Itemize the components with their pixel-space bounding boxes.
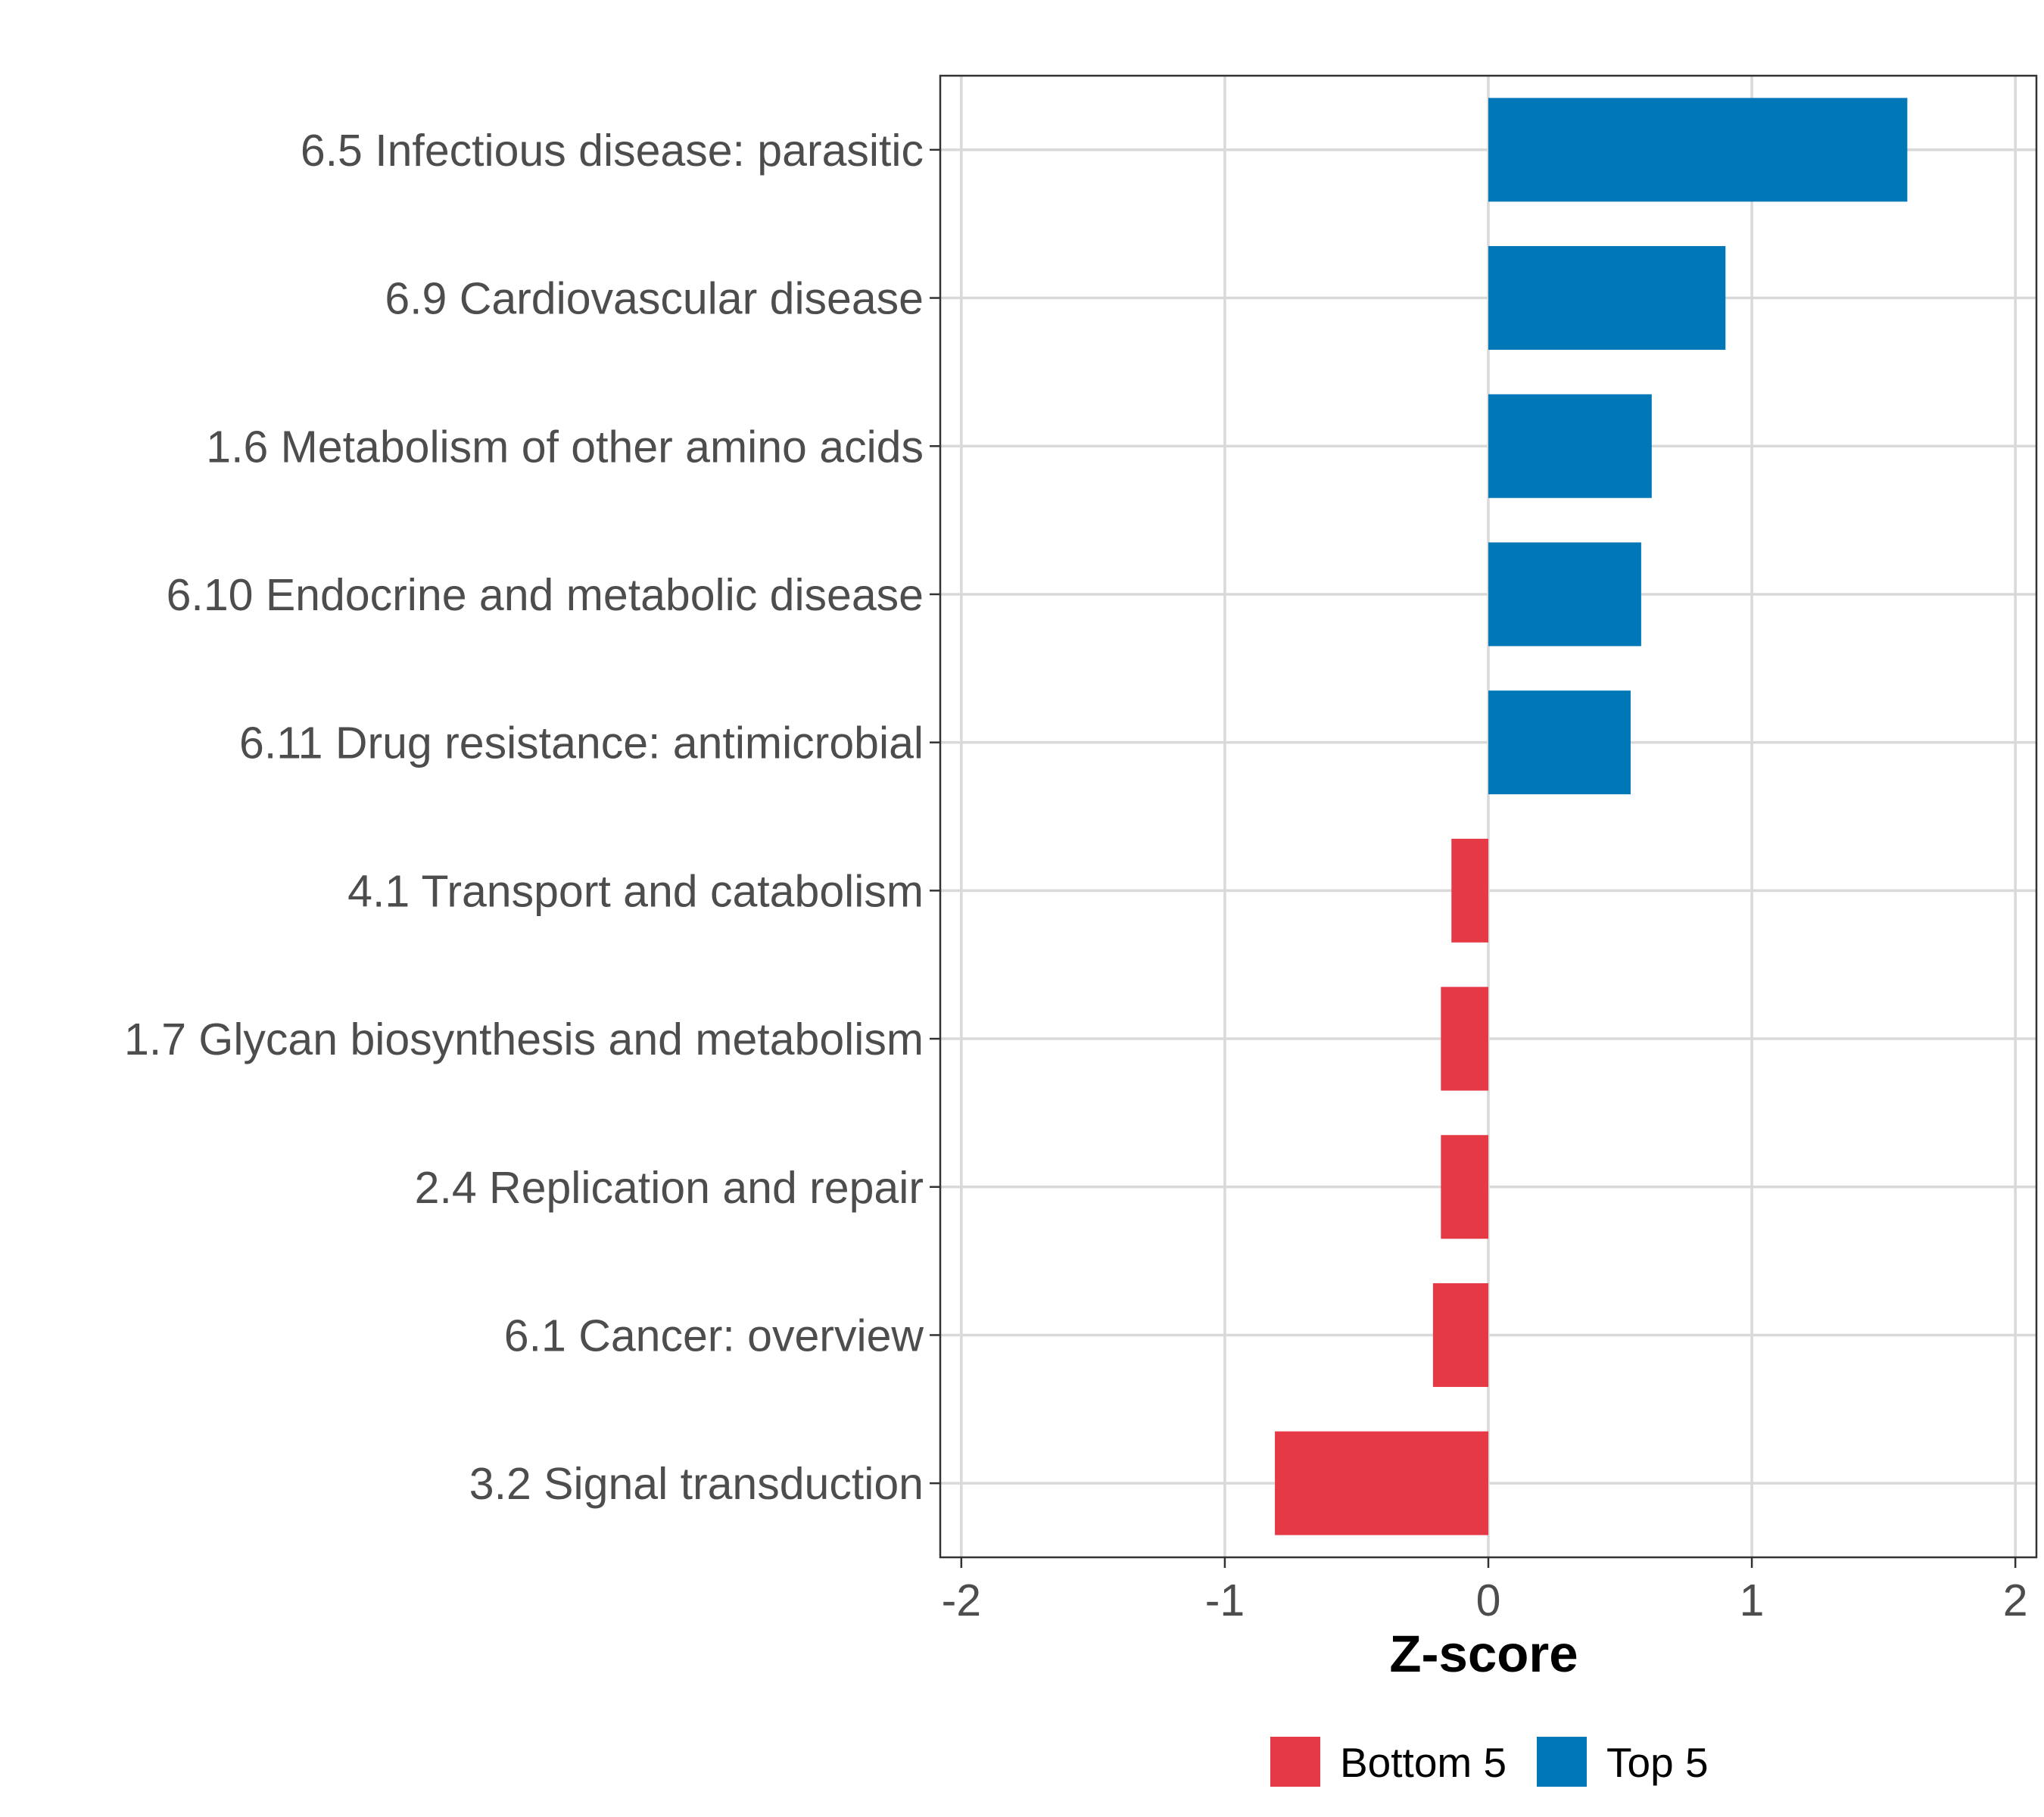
- legend-label: Bottom 5: [1340, 1739, 1507, 1786]
- category-label: 2.4 Replication and repair: [415, 1163, 924, 1213]
- axis-ticks: [930, 148, 2017, 1568]
- bar: [1441, 1135, 1488, 1239]
- legend-swatch: [1270, 1737, 1320, 1787]
- category-label: 4.1 Transport and catabolism: [347, 866, 924, 916]
- x-tick-label: 2: [2003, 1575, 2028, 1625]
- x-axis-title: Z-score: [1389, 1625, 1578, 1683]
- bar: [1451, 838, 1488, 943]
- category-label: 6.10 Endocrine and metabolic disease: [167, 570, 924, 620]
- x-tick-label: 0: [1476, 1575, 1501, 1625]
- category-label: 3.2 Signal transduction: [469, 1459, 924, 1509]
- category-label: 1.7 Glycan biosynthesis and metabolism: [124, 1014, 924, 1064]
- category-label: 6.11 Drug resistance: antimicrobial: [239, 718, 924, 768]
- bar: [1488, 98, 1908, 202]
- bar: [1441, 986, 1488, 1091]
- bar: [1275, 1431, 1488, 1535]
- x-tick-label: -1: [1205, 1575, 1245, 1625]
- x-tick-label: -2: [942, 1575, 981, 1625]
- category-labels: 6.5 Infectious disease: parasitic 6.9 Car…: [124, 126, 924, 1509]
- bars: [1275, 98, 1908, 1535]
- x-tick-labels: -2 -1 0 1 2: [942, 1575, 2028, 1625]
- bar: [1488, 690, 1631, 795]
- legend: Bottom 5 Top 5: [1270, 1737, 1709, 1787]
- category-label: 6.9 Cardiovascular disease: [385, 274, 924, 324]
- bar: [1432, 1282, 1488, 1387]
- bar: [1488, 542, 1641, 647]
- category-label: 6.5 Infectious disease: parasitic: [301, 126, 924, 176]
- bar: [1488, 394, 1652, 498]
- x-tick-label: 1: [1740, 1575, 1765, 1625]
- category-label: 1.6 Metabolism of other amino acids: [206, 422, 924, 472]
- bar: [1488, 246, 1726, 351]
- legend-label: Top 5: [1606, 1739, 1709, 1786]
- category-label: 6.1 Cancer: overview: [504, 1311, 924, 1360]
- legend-swatch: [1537, 1737, 1587, 1787]
